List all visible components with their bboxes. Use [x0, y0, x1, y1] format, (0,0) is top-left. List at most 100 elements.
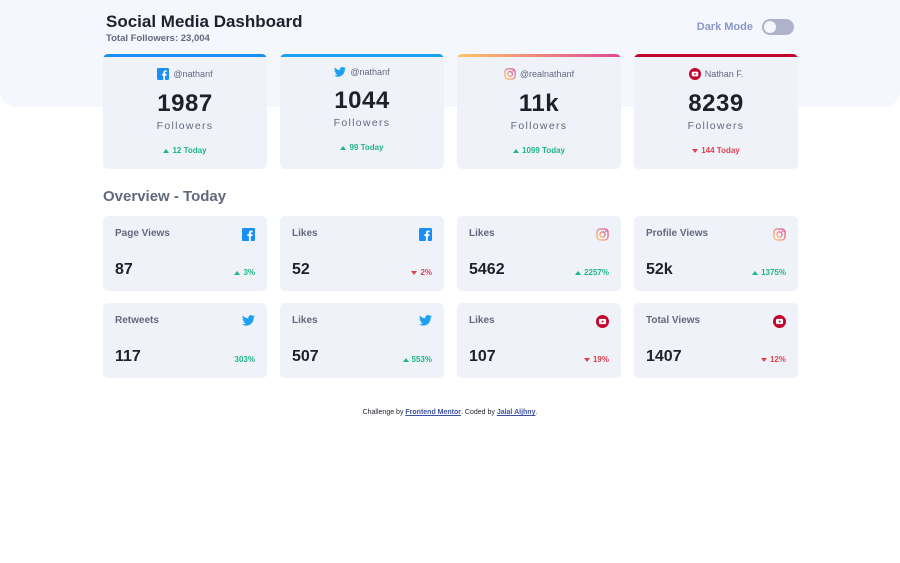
overview-card[interactable]: Likes 5462 2257% — [457, 216, 621, 291]
overview-label: Likes — [469, 315, 495, 326]
dark-mode-control[interactable]: Dark Mode — [697, 19, 794, 35]
overview-card[interactable]: Total Views 1407 12% — [634, 303, 798, 378]
instagram-icon — [504, 68, 516, 80]
overview-change: 2257% — [575, 268, 609, 277]
arrow-down-icon — [692, 148, 699, 153]
change-text: 2257% — [584, 268, 609, 277]
change-text: 19% — [592, 355, 609, 364]
instagram-icon — [773, 228, 786, 241]
overview-value: 87 — [115, 261, 133, 278]
card-handle: @realnathanf — [457, 68, 621, 80]
overview-change: 1375% — [752, 268, 786, 277]
arrow-up-icon — [234, 270, 241, 275]
follower-label: Followers — [510, 120, 568, 132]
facebook-icon — [419, 228, 432, 241]
overview-change: 2% — [411, 268, 432, 277]
handle-text: @nathanf — [173, 69, 213, 79]
change-text: 12 Today — [172, 146, 207, 155]
follower-label: Followers — [333, 117, 391, 129]
page-title: Social Media Dashboard — [106, 12, 303, 31]
overview-card[interactable]: Likes 107 19% — [457, 303, 621, 378]
page-header: Social Media Dashboard Total Followers: … — [106, 12, 303, 44]
arrow-up-icon — [402, 357, 409, 362]
follower-change: 1099 Today — [457, 146, 621, 155]
overview-value: 52 — [292, 261, 310, 278]
facebook-icon — [242, 228, 255, 241]
footer-prefix: Challenge by — [362, 409, 406, 416]
youtube-icon — [773, 315, 786, 328]
handle-text: Nathan F. — [704, 69, 744, 79]
overview-label: Total Views — [646, 315, 701, 326]
overview-change: 303% — [235, 355, 255, 364]
change-text: 303% — [234, 355, 255, 364]
change-text: 12% — [769, 355, 786, 364]
toggle-knob — [764, 21, 776, 33]
change-text: 2% — [420, 268, 432, 277]
arrow-up-icon — [513, 148, 519, 153]
arrow-down-icon — [583, 357, 590, 362]
overview-label: Likes — [292, 228, 318, 239]
follower-count: 1987 — [157, 90, 213, 117]
overview-card[interactable]: Likes 507 553% — [280, 303, 444, 378]
change-text: 144 Today — [701, 146, 740, 155]
follower-count: 11k — [518, 90, 560, 117]
overview-value: 107 — [469, 348, 496, 365]
card-handle: Nathan F. — [634, 68, 798, 80]
overview-change: 3% — [234, 268, 255, 277]
overview-card[interactable]: Profile Views 52k 1375% — [634, 216, 798, 291]
dark-mode-label: Dark Mode — [696, 21, 753, 33]
attribution-footer: Challenge by Frontend Mentor. Coded by J… — [0, 409, 900, 416]
arrow-up-icon — [575, 270, 582, 275]
frontend-mentor-link[interactable]: Frontend Mentor — [405, 409, 461, 416]
youtube-icon — [688, 68, 701, 80]
overview-card[interactable]: Likes 52 2% — [280, 216, 444, 291]
followers-card-youtube[interactable]: Nathan F. 8239 Followers 144 Today — [634, 54, 798, 169]
twitter-icon — [334, 67, 347, 77]
overview-label: Likes — [292, 315, 318, 326]
follower-count: 8239 — [688, 90, 744, 117]
card-handle: @nathanf — [103, 68, 267, 80]
follower-change: 12 Today — [103, 146, 267, 155]
change-text: 553% — [411, 355, 432, 364]
dark-mode-toggle[interactable] — [762, 19, 794, 35]
overview-card[interactable]: Page Views 87 3% — [103, 216, 267, 291]
follower-label: Followers — [156, 120, 214, 132]
instagram-icon — [596, 228, 609, 241]
twitter-icon — [419, 315, 432, 326]
overview-value: 5462 — [469, 261, 505, 278]
change-text: 1099 Today — [522, 146, 565, 155]
overview-label: Page Views — [115, 228, 170, 239]
follower-change: 144 Today — [634, 146, 798, 155]
author-link[interactable]: Jalal Aljhny — [496, 409, 536, 416]
change-text: 3% — [243, 268, 255, 277]
overview-label: Likes — [469, 228, 495, 239]
followers-card-instagram[interactable]: @realnathanf 11k Followers 1099 Today — [457, 54, 621, 169]
overview-value: 52k — [646, 261, 673, 278]
overview-card[interactable]: Retweets 117 303% — [103, 303, 267, 378]
overview-value: 117 — [115, 348, 141, 365]
overview-label: Profile Views — [646, 228, 709, 239]
footer-suffix: . — [535, 409, 538, 416]
change-text: 99 Today — [349, 143, 384, 152]
follower-count: 1044 — [334, 87, 390, 114]
card-handle: @nathanf — [280, 67, 444, 77]
followers-row: @nathanf 1987 Followers 12 Today @nathan… — [103, 54, 798, 169]
overview-change: 553% — [402, 355, 432, 364]
arrow-up-icon — [340, 145, 347, 150]
handle-text: @realnathanf — [519, 69, 575, 79]
follower-label: Followers — [687, 120, 745, 132]
total-followers: Total Followers: 23,004 — [106, 33, 210, 44]
overview-title: Overview - Today — [103, 188, 227, 205]
overview-change: 19% — [583, 355, 609, 364]
overview-label: Retweets — [115, 315, 159, 326]
overview-row-2: Retweets 117 303% Likes 507 553% Likes 1… — [103, 303, 798, 378]
followers-card-facebook[interactable]: @nathanf 1987 Followers 12 Today — [103, 54, 267, 169]
follower-change: 99 Today — [280, 143, 444, 152]
followers-card-twitter[interactable]: @nathanf 1044 Followers 99 Today — [280, 54, 444, 169]
twitter-icon — [242, 315, 255, 326]
overview-value: 1407 — [646, 348, 682, 365]
overview-row-1: Page Views 87 3% Likes 52 2% Likes 5462 … — [103, 216, 798, 291]
arrow-up-icon — [752, 270, 759, 275]
overview-value: 507 — [292, 348, 319, 365]
change-text: 1375% — [761, 268, 786, 277]
